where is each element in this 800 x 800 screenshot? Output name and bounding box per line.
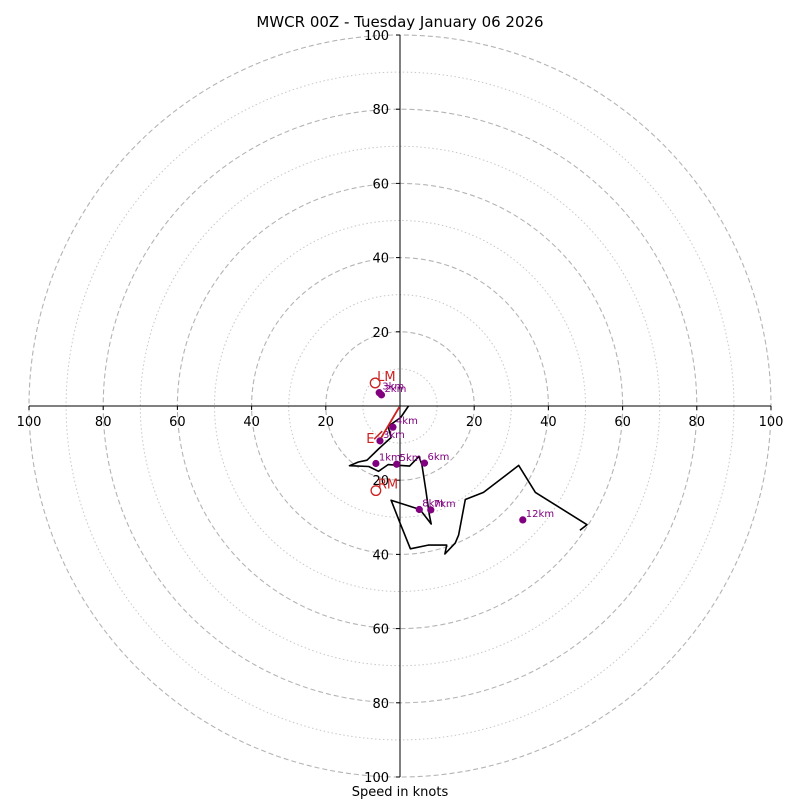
right-mover-marker — [370, 485, 382, 497]
wind-trace — [348, 405, 588, 555]
hodograph-trace-line — [348, 405, 588, 555]
height-marker-dot — [376, 437, 384, 445]
height-marker-dot — [427, 506, 435, 514]
y-tick-label: 80 — [372, 697, 389, 712]
y-tick-label: 100 — [364, 29, 389, 44]
height-marker-dot — [375, 389, 383, 397]
chart-title: MWCR 00Z - Tuesday January 06 2026 — [256, 13, 543, 31]
height-marker-dot — [372, 459, 380, 468]
x-tick-label: 100 — [759, 415, 784, 430]
y-tick-label: 60 — [372, 177, 389, 192]
y-tick-label: 20 — [372, 326, 389, 341]
height-marker-label: 3km — [383, 430, 405, 441]
x-tick-label: 60 — [614, 415, 631, 430]
height-marker-label: 6km — [427, 452, 449, 463]
height-marker-label: 8km — [422, 499, 444, 510]
left-mover-marker — [369, 377, 381, 389]
shear-vector-line — [380, 406, 401, 439]
x-tick-label: 40 — [540, 415, 557, 430]
y-tick-label: 40 — [372, 548, 389, 563]
height-marker-dot — [519, 516, 527, 524]
storm-motion: E LM RM — [366, 370, 401, 497]
x-tick-label: 20 — [318, 415, 335, 430]
x-tick-label: 40 — [243, 415, 260, 430]
height-marker-label: 12km — [526, 509, 554, 520]
height-marker-label: 3km — [382, 382, 404, 393]
x-tick-label: 20 — [466, 415, 483, 430]
y-tick-label: 80 — [372, 103, 389, 118]
height-marker-label: 7km — [434, 499, 456, 510]
height-marker-label: 2km — [384, 384, 406, 395]
x-tick-label: 60 — [169, 415, 186, 430]
x-tick-label: 100 — [17, 415, 42, 430]
left-mover-label: LM — [377, 370, 395, 385]
right-mover-label: RM — [378, 478, 398, 493]
x-axis-label: Speed in knots — [352, 785, 449, 800]
y-tick-label: 40 — [372, 252, 389, 267]
height-marker-label: 1km — [379, 453, 401, 464]
x-tick-label: 80 — [689, 415, 706, 430]
height-marker-label: 5km — [400, 453, 422, 464]
mean-wind-tick — [373, 430, 383, 440]
height-marker-dot — [420, 459, 429, 467]
bunkers-line-label: E — [366, 432, 374, 447]
axes — [29, 35, 771, 777]
height-marker-dot — [393, 460, 401, 468]
height-marker-dot — [389, 423, 397, 431]
height-marker-label: 4km — [396, 416, 418, 427]
y-tick-label: 100 — [364, 771, 389, 786]
x-tick-label: 80 — [95, 415, 112, 430]
height-marker-dot — [415, 505, 423, 514]
y-tick-label: 60 — [372, 623, 389, 638]
tick-labels: 100 80 60 40 20 20 40 60 80 100100806040202040608… — [17, 29, 784, 786]
